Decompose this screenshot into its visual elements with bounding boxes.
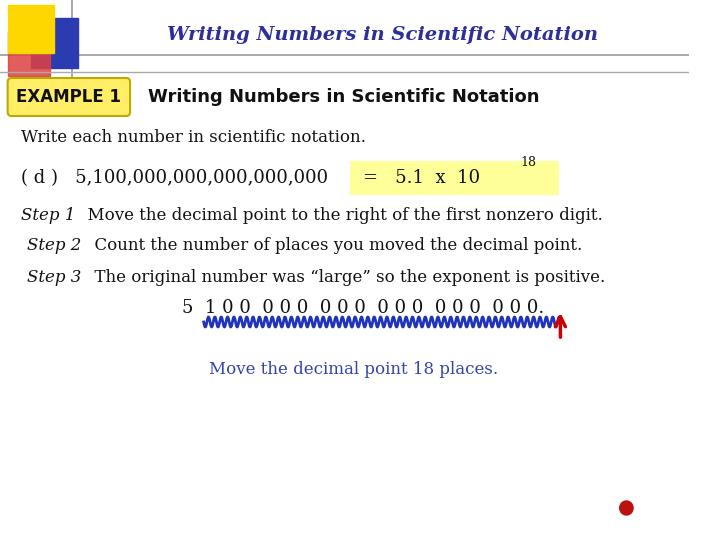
Text: The original number was “large” so the exponent is positive.: The original number was “large” so the e… — [84, 269, 606, 287]
Text: Count the number of places you moved the decimal point.: Count the number of places you moved the… — [84, 237, 582, 253]
Text: Step 1: Step 1 — [21, 206, 76, 224]
FancyBboxPatch shape — [350, 161, 559, 195]
Text: Step 3: Step 3 — [27, 269, 81, 287]
Text: Move the decimal point 18 places.: Move the decimal point 18 places. — [210, 361, 498, 379]
Text: Writing Numbers in Scientific Notation: Writing Numbers in Scientific Notation — [148, 88, 540, 106]
Text: Write each number in scientific notation.: Write each number in scientific notation… — [21, 130, 366, 146]
Text: Writing Numbers in Scientific Notation: Writing Numbers in Scientific Notation — [167, 26, 598, 44]
Text: 5  1 0 0  0 0 0  0 0 0  0 0 0  0 0 0  0 0 0.: 5 1 0 0 0 0 0 0 0 0 0 0 0 0 0 0 0 0 0. — [181, 299, 544, 317]
FancyBboxPatch shape — [8, 78, 130, 116]
Text: 18: 18 — [521, 156, 536, 168]
Text: ( d )   5,100,000,000,000,000,000: ( d ) 5,100,000,000,000,000,000 — [21, 169, 328, 187]
Text: Move the decimal point to the right of the first nonzero digit.: Move the decimal point to the right of t… — [76, 206, 602, 224]
Text: Step 2: Step 2 — [27, 237, 81, 253]
Circle shape — [620, 501, 633, 515]
Text: =   5.1  x  10: = 5.1 x 10 — [364, 169, 480, 187]
Bar — [31, 18, 78, 68]
Text: EXAMPLE 1: EXAMPLE 1 — [17, 88, 122, 106]
Bar — [8, 32, 50, 76]
Bar — [8, 5, 53, 53]
